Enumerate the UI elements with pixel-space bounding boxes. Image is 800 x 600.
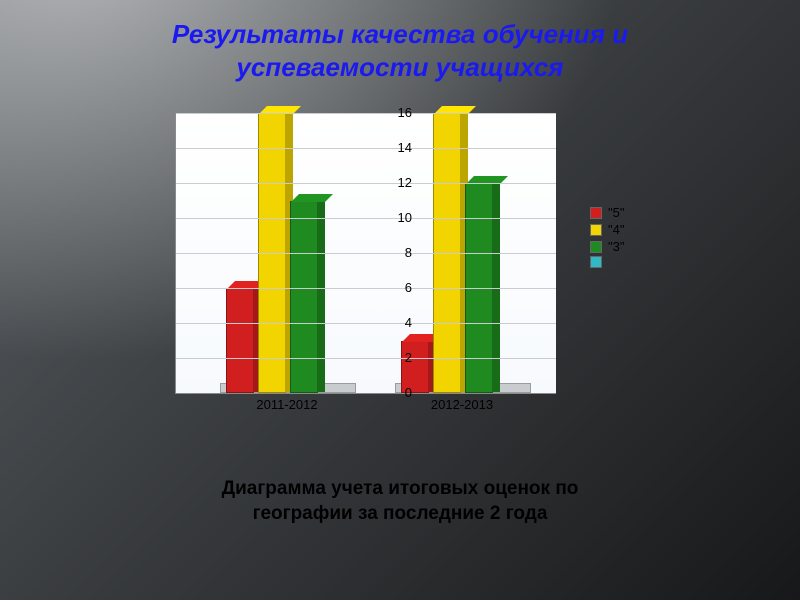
legend-swatch	[590, 207, 602, 219]
chart-bar	[226, 288, 254, 393]
legend-label: "4"	[608, 222, 624, 237]
y-tick-label: 8	[382, 245, 412, 260]
legend-swatch	[590, 241, 602, 253]
y-tick-label: 10	[382, 210, 412, 225]
grid-line	[176, 288, 556, 289]
x-tick-label: 2011-2012	[227, 397, 347, 412]
chart-plot-area	[175, 113, 556, 394]
chart-bar	[290, 201, 318, 394]
grid-line	[176, 148, 556, 149]
grid-line	[176, 183, 556, 184]
grid-line	[176, 113, 556, 114]
caption-line-1: Диаграмма учета итоговых оценок по	[222, 478, 579, 499]
chart-caption: Диаграмма учета итоговых оценок по геогр…	[0, 473, 800, 526]
legend-label: "3"	[608, 239, 624, 254]
y-tick-label: 12	[382, 175, 412, 190]
grid-line	[176, 358, 556, 359]
legend-item: "4"	[590, 222, 624, 237]
page-title: Результаты качества обучения и успеваемо…	[0, 0, 800, 93]
legend-item: "3"	[590, 239, 624, 254]
y-tick-label: 6	[382, 280, 412, 295]
y-tick-label: 2	[382, 350, 412, 365]
grid-line	[176, 218, 556, 219]
y-tick-label: 16	[382, 105, 412, 120]
chart-legend: "5" "4" "3"	[590, 203, 624, 270]
legend-swatch	[590, 224, 602, 236]
title-line-2: успеваемости учащихся	[236, 52, 563, 82]
legend-swatch	[590, 256, 602, 268]
legend-label: "5"	[608, 205, 624, 220]
x-tick-label: 2012-2013	[402, 397, 522, 412]
y-tick-label: 4	[382, 315, 412, 330]
grid-line	[176, 253, 556, 254]
chart-figure: "5""4""3" 02468101214162011-20122012-201…	[0, 93, 800, 473]
title-line-1: Результаты качества обучения и	[172, 19, 628, 49]
bar-side	[492, 176, 500, 392]
legend-item	[590, 256, 624, 268]
legend-item: "5"	[590, 205, 624, 220]
caption-line-2: географии за последние 2 года	[253, 503, 548, 524]
y-tick-label: 14	[382, 140, 412, 155]
bar-side	[317, 194, 325, 393]
bar-top	[291, 194, 333, 202]
grid-line	[176, 323, 556, 324]
